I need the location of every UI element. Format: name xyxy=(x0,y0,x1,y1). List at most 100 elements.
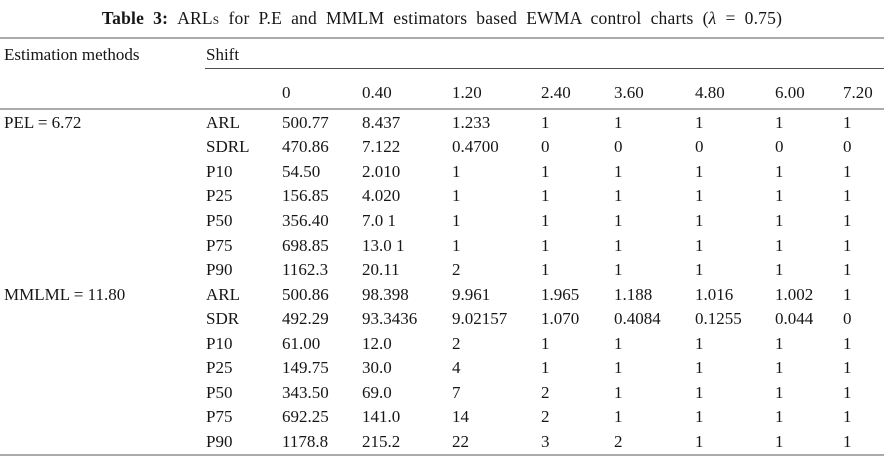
row-stat-label: ARL xyxy=(206,284,240,304)
cell-value: 30.0 xyxy=(362,358,392,378)
cell-value: 1 xyxy=(843,407,852,427)
cell-value: 1 xyxy=(775,260,784,280)
table-row-pel-sdrl: SDRL 470.86 7.122 0.4700 0 0 0 0 0 xyxy=(0,135,884,160)
cell-value: 141.0 xyxy=(362,407,401,427)
cell-value: 149.75 xyxy=(282,358,329,378)
method-label: PEL = 6.72 xyxy=(4,112,82,132)
cell-value: 7.0 1 xyxy=(362,210,396,230)
method-label-empty xyxy=(0,184,205,209)
cell-value: 1 xyxy=(775,235,784,255)
cell-value: 500.77 xyxy=(282,112,329,132)
row-stat-label: P50 xyxy=(206,382,233,402)
cell-value: 1 xyxy=(843,161,852,181)
table-header: Estimation methods Shift 0 0.40 1.20 2.4… xyxy=(0,38,884,110)
method-label-empty xyxy=(0,208,205,233)
cell-value: 1 xyxy=(695,112,704,132)
cell-value: 1 xyxy=(843,186,852,206)
column-header-statistic-empty xyxy=(205,68,282,110)
table-row-mmlml-p90: P90 1178.8 215.2 22 3 2 1 1 1 xyxy=(0,429,884,455)
cell-value: 3 xyxy=(541,431,550,451)
row-stat-label: P75 xyxy=(206,235,233,255)
table-row-pel-p75: P75 698.85 13.0 1 1 1 1 1 1 1 xyxy=(0,233,884,258)
cell-value: 0 xyxy=(614,137,623,157)
cell-value: 1 xyxy=(695,161,704,181)
cell-value: 1 xyxy=(775,333,784,353)
cell-value: 1 xyxy=(843,284,852,304)
table-row-mmlml-sdr: SDR 492.29 93.3436 9.02157 1.070 0.4084 … xyxy=(0,306,884,331)
cell-value: 13.0 1 xyxy=(362,235,405,255)
cell-value: 1 xyxy=(614,235,623,255)
cell-value: 1 xyxy=(541,333,550,353)
cell-value: 98.398 xyxy=(362,284,409,304)
cell-value: 1 xyxy=(775,358,784,378)
method-label-empty xyxy=(0,159,205,184)
cell-value: 1 xyxy=(843,382,852,402)
cell-value: 7 xyxy=(452,382,461,402)
cell-value: 1.188 xyxy=(614,284,653,304)
row-stat-label: P10 xyxy=(206,161,233,181)
table-row-pel-p10: P10 54.50 2.010 1 1 1 1 1 1 xyxy=(0,159,884,184)
table-caption-arl: ARL xyxy=(177,8,213,28)
cell-value: 1 xyxy=(843,235,852,255)
cell-value: 1 xyxy=(614,358,623,378)
cell-value: 2 xyxy=(541,382,550,402)
method-label: MMLML = 11.80 xyxy=(4,284,126,304)
cell-value: 1 xyxy=(452,210,461,230)
table-caption-text: for P.E and MMLM estimators based EWMA c… xyxy=(219,8,709,28)
cell-value: 1 xyxy=(541,112,550,132)
shift-col-header-7: 7.20 xyxy=(843,68,884,110)
method-label-empty xyxy=(0,380,205,405)
cell-value: 9.02157 xyxy=(452,309,508,329)
cell-value: 2 xyxy=(452,260,461,280)
cell-value: 1 xyxy=(614,260,623,280)
cell-value: 1 xyxy=(614,407,623,427)
cell-value: 1 xyxy=(775,210,784,230)
cell-value: 69.0 xyxy=(362,382,392,402)
method-label-empty xyxy=(0,233,205,258)
cell-value: 2 xyxy=(541,407,550,427)
table-row-mmlml-p50: P50 343.50 69.0 7 2 1 1 1 1 xyxy=(0,380,884,405)
cell-value: 1 xyxy=(695,333,704,353)
header-row-shift-values: 0 0.40 1.20 2.40 3.60 4.80 6.00 7.20 xyxy=(0,68,884,110)
cell-value: 1 xyxy=(775,431,784,451)
cell-value: 2.010 xyxy=(362,161,401,181)
cell-value: 1 xyxy=(541,186,550,206)
row-stat-label: SDR xyxy=(206,309,240,329)
column-header-estimation-methods: Estimation methods xyxy=(0,38,205,110)
header-row-top: Estimation methods Shift xyxy=(0,38,884,110)
cell-value: 1 xyxy=(541,210,550,230)
cell-value: 1 xyxy=(695,186,704,206)
cell-value: 1 xyxy=(775,186,784,206)
cell-value: 0.4700 xyxy=(452,137,499,157)
cell-value: 0 xyxy=(541,137,550,157)
cell-value: 1 xyxy=(775,161,784,181)
shift-col-header-3: 2.40 xyxy=(541,68,614,110)
method-label-empty xyxy=(0,405,205,430)
cell-value: 0 xyxy=(843,309,852,329)
cell-value: 1 xyxy=(452,161,461,181)
cell-value: 1.070 xyxy=(541,309,580,329)
cell-value: 0.1255 xyxy=(695,309,742,329)
cell-value: 1 xyxy=(614,333,623,353)
row-stat-label: ARL xyxy=(206,112,240,132)
shift-col-header-2: 1.20 xyxy=(452,68,541,110)
cell-value: 0.4084 xyxy=(614,309,661,329)
cell-value: 1 xyxy=(843,260,852,280)
shift-col-header-0: 0 xyxy=(282,68,362,110)
cell-value: 1 xyxy=(843,431,852,451)
column-header-shift: Shift xyxy=(205,38,884,69)
cell-value: 1 xyxy=(775,407,784,427)
cell-value: 470.86 xyxy=(282,137,329,157)
cell-value: 1 xyxy=(775,382,784,402)
row-stat-label: P10 xyxy=(206,333,233,353)
table-body: PEL = 6.72 ARL 500.77 8.437 1.233 1 1 1 … xyxy=(0,109,884,455)
cell-value: 12.0 xyxy=(362,333,392,353)
table-caption: Table 3: ARL S for P.E and MMLM estimator… xyxy=(101,8,783,28)
table-row-pel-p25: P25 156.85 4.020 1 1 1 1 1 1 xyxy=(0,184,884,209)
cell-value: 343.50 xyxy=(282,382,329,402)
row-stat-label: SDRL xyxy=(206,137,250,157)
cell-value: 1.233 xyxy=(452,112,491,132)
table-row-mmlml-p10: P10 61.00 12.0 2 1 1 1 1 1 xyxy=(0,331,884,356)
method-label-empty xyxy=(0,331,205,356)
cell-value: 1162.3 xyxy=(282,260,329,280)
